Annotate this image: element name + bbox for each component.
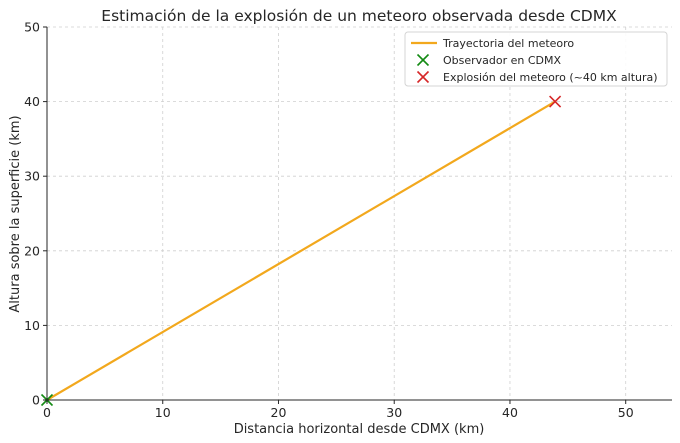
legend-entry-label: Trayectoria del meteoro bbox=[442, 37, 574, 50]
x-tick-label: 40 bbox=[502, 405, 518, 420]
series-layer bbox=[40, 95, 562, 407]
x-tick-label: 20 bbox=[271, 405, 287, 420]
axes bbox=[46, 27, 672, 401]
legend-entry-label: Explosión del meteoro (~40 km altura) bbox=[443, 71, 658, 84]
y-axis-label: Altura sobre la superficie (km) bbox=[8, 115, 23, 312]
explosion-marker-stroke-b bbox=[549, 95, 562, 108]
grid bbox=[47, 26, 672, 400]
y-tick-label: 50 bbox=[24, 20, 40, 35]
x-axis-label: Distancia horizontal desde CDMX (km) bbox=[234, 422, 485, 437]
y-tick-label: 0 bbox=[32, 393, 40, 408]
y-tick-label: 20 bbox=[24, 243, 40, 258]
legend-swatch-marker-stroke-b bbox=[416, 70, 430, 84]
legend: Trayectoria del meteoro Observador en CDM… bbox=[404, 31, 668, 87]
ticks: 0 10 20 30 40 50 0 10 20 30 40 50 bbox=[24, 20, 634, 421]
x-tick-label: 30 bbox=[386, 405, 402, 420]
legend-box bbox=[404, 31, 668, 87]
y-tick-label: 30 bbox=[24, 169, 40, 184]
x-tick-label: 0 bbox=[43, 405, 51, 420]
y-tick-label: 10 bbox=[24, 318, 40, 333]
legend-swatch-marker bbox=[416, 53, 430, 67]
legend-entry-label: Observador en CDMX bbox=[443, 54, 562, 67]
series-line-trajectory bbox=[45, 100, 557, 402]
chart-title: Estimación de la explosión de un meteoro… bbox=[101, 7, 617, 25]
y-tick-label: 40 bbox=[24, 94, 40, 109]
x-tick-label: 10 bbox=[155, 405, 171, 420]
legend-swatch-marker-stroke-b bbox=[416, 53, 430, 67]
x-tick-label: 50 bbox=[618, 405, 634, 420]
explosion-marker bbox=[549, 95, 562, 108]
legend-swatch-marker bbox=[416, 70, 430, 84]
